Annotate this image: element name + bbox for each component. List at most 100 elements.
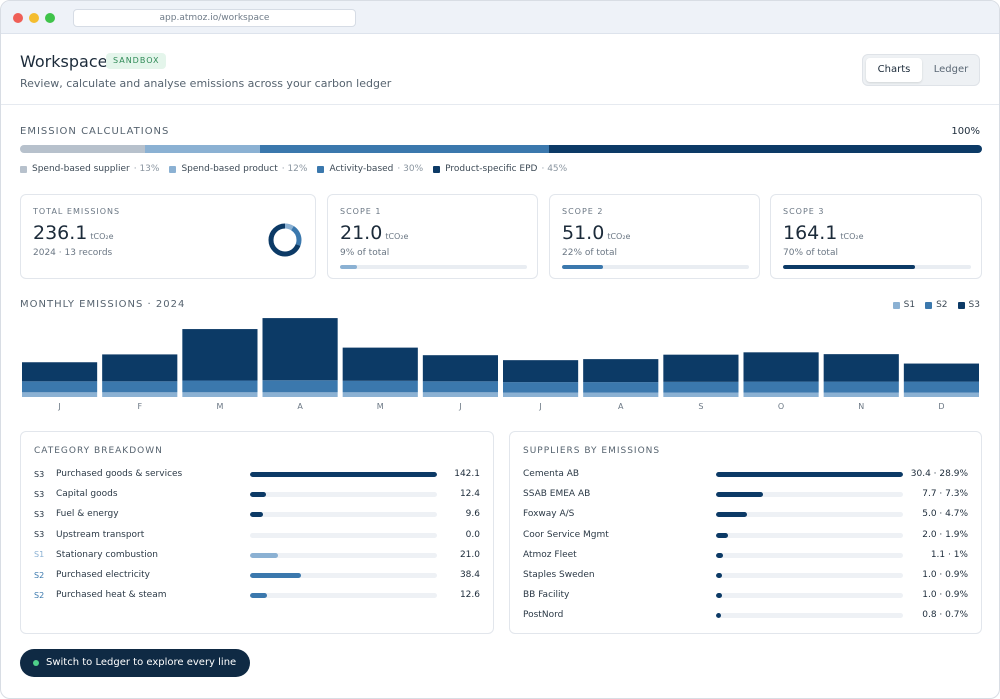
calculation-method-bar — [20, 145, 982, 153]
bar-fill — [716, 552, 723, 558]
charts-tab[interactable]: Charts — [866, 58, 922, 82]
legend-label: Activity-based — [329, 164, 394, 174]
bar-track — [716, 512, 903, 518]
supplier-name: Staples Sweden — [523, 570, 595, 580]
close-window-icon[interactable] — [13, 13, 23, 23]
category-value: 9.6 — [465, 509, 480, 520]
supplier-row[interactable]: SSAB EMEA AB 7.7 · 7.3% — [523, 486, 968, 502]
legend-percent: · 13% — [133, 164, 160, 174]
scope2-progress-track — [562, 265, 749, 269]
x-tick-label: J — [538, 402, 541, 411]
bar-s2-11 — [823, 381, 899, 393]
scope3-label: SCOPE 3 — [783, 207, 825, 216]
bar-s3-12 — [903, 363, 979, 382]
scope-tag: S2 — [34, 570, 45, 580]
calc-legend-item: Product-specific EPD · 45% — [433, 164, 567, 174]
category-row[interactable]: S1 Stationary combustion 21.0 — [34, 547, 480, 563]
suppliers-title: SUPPLIERS BY EMISSIONS — [523, 446, 661, 456]
legend-swatch — [433, 165, 441, 173]
maximize-window-icon[interactable] — [45, 13, 55, 23]
bar-fill — [250, 593, 267, 599]
x-tick-label: M — [377, 402, 384, 411]
category-value: 12.6 — [459, 590, 480, 601]
bar-fill — [250, 472, 437, 477]
supplier-name: Foxway A/S — [523, 509, 575, 520]
legend-label: S3 — [968, 300, 980, 310]
status-dot-icon — [33, 660, 39, 666]
category-name: Upstream transport — [56, 529, 145, 540]
supplier-row[interactable]: Cementa AB 30.4 · 28.9% — [523, 466, 968, 482]
bar-s2-10 — [743, 381, 819, 393]
supplier-name: Coor Service Mgmt — [523, 529, 609, 540]
minimize-window-icon[interactable] — [29, 13, 39, 23]
bar-s3-1 — [22, 362, 98, 382]
bar-s1-3 — [182, 392, 258, 397]
category-row[interactable]: S3 Purchased goods & services 142.1 — [34, 466, 480, 482]
supplier-name: BB Facility — [523, 590, 570, 601]
address-bar[interactable]: app.atmoz.io/workspace — [73, 9, 356, 27]
total-emissions-label: TOTAL EMISSIONS — [33, 207, 121, 216]
bar-s3-11 — [823, 354, 899, 382]
category-row[interactable]: S3 Capital goods 12.4 — [34, 486, 480, 502]
category-row[interactable]: S2 Purchased electricity 38.4 — [34, 567, 480, 583]
supplier-name: PostNord — [523, 610, 564, 621]
scope3-value: 164.1 tCO₂e — [783, 222, 864, 244]
supplier-row[interactable]: BB Facility 1.0 · 0.9% — [523, 587, 968, 603]
supplier-row[interactable]: Atmoz Fleet 1.1 · 1% — [523, 547, 968, 563]
bar-s3-3 — [182, 329, 258, 381]
chart-legend-item: S1 — [892, 300, 916, 310]
scope1-progress-fill — [340, 265, 357, 269]
bar-track — [250, 492, 437, 498]
category-value: 38.4 — [459, 570, 480, 580]
supplier-row[interactable]: Coor Service Mgmt 2.0 · 1.9% — [523, 527, 968, 543]
x-tick-label: J — [458, 402, 461, 411]
bar-s2-6 — [422, 381, 498, 393]
category-row[interactable]: S3 Fuel & energy 9.6 — [34, 506, 480, 522]
legend-label: S1 — [903, 300, 916, 310]
category-name: Purchased electricity — [56, 570, 150, 580]
bar-s3-10 — [743, 352, 819, 382]
bar-s1-4 — [262, 392, 338, 397]
scope-tag: S3 — [34, 530, 45, 540]
supplier-value: 7.7 · 7.3% — [922, 489, 968, 500]
bar-fill — [716, 472, 903, 477]
bar-s1-7 — [503, 392, 579, 397]
supplier-value: 5.0 · 4.7% — [922, 509, 968, 520]
category-breakdown-title: CATEGORY BREAKDOWN — [34, 446, 163, 456]
switch-to-ledger-button[interactable]: Switch to Ledger to explore every line — [20, 649, 251, 677]
category-name: Capital goods — [56, 489, 118, 500]
supplier-row[interactable]: PostNord 0.8 · 0.7% — [523, 607, 968, 623]
x-tick-label: M — [216, 402, 223, 411]
x-tick-label: N — [858, 402, 864, 411]
scope1-progress-track — [340, 265, 527, 269]
bar-s1-11 — [823, 392, 899, 397]
sandbox-badge: SANDBOX — [106, 53, 167, 69]
calc-legend-item: Spend-based product · 12% — [169, 164, 307, 174]
bar-s3-8 — [583, 359, 659, 383]
legend-label: Spend-based supplier — [32, 164, 130, 174]
scope3-progress-track — [783, 265, 971, 269]
bar-track — [250, 573, 437, 578]
category-value: 142.1 — [454, 469, 480, 479]
bar-s2-12 — [903, 381, 979, 393]
category-row[interactable]: S2 Purchased heat & steam 12.6 — [34, 587, 480, 603]
bar-s2-9 — [663, 381, 739, 393]
bar-track — [250, 593, 437, 599]
category-row[interactable]: S3 Upstream transport 0.0 — [34, 527, 480, 543]
scope2-share: 22% of total — [562, 248, 617, 258]
ledger-tab[interactable]: Ledger — [933, 64, 969, 75]
supplier-value: 30.4 · 28.9% — [910, 469, 968, 479]
calc-legend-item: Spend-based supplier · 13% — [20, 164, 159, 174]
total-emissions-card: TOTAL EMISSIONS 236.1 tCO₂e 2024 · 13 rec… — [20, 194, 316, 279]
scope1-share: 9% of total — [340, 248, 390, 258]
chart-legend-item: S2 — [925, 300, 948, 310]
supplier-row[interactable]: Foxway A/S 5.0 · 4.7% — [523, 506, 968, 522]
category-value: 12.4 — [459, 489, 480, 500]
scope1-card: SCOPE 1 21.0 tCO₂e 9% of total — [327, 194, 538, 279]
bar-track — [716, 532, 903, 538]
bar-fill — [250, 512, 263, 518]
bar-track — [250, 472, 437, 477]
scope-tag: S3 — [34, 489, 45, 499]
category-breakdown-panel: CATEGORY BREAKDOWN S3 Purchased goods & s… — [20, 431, 494, 634]
supplier-row[interactable]: Staples Sweden 1.0 · 0.9% — [523, 567, 968, 583]
